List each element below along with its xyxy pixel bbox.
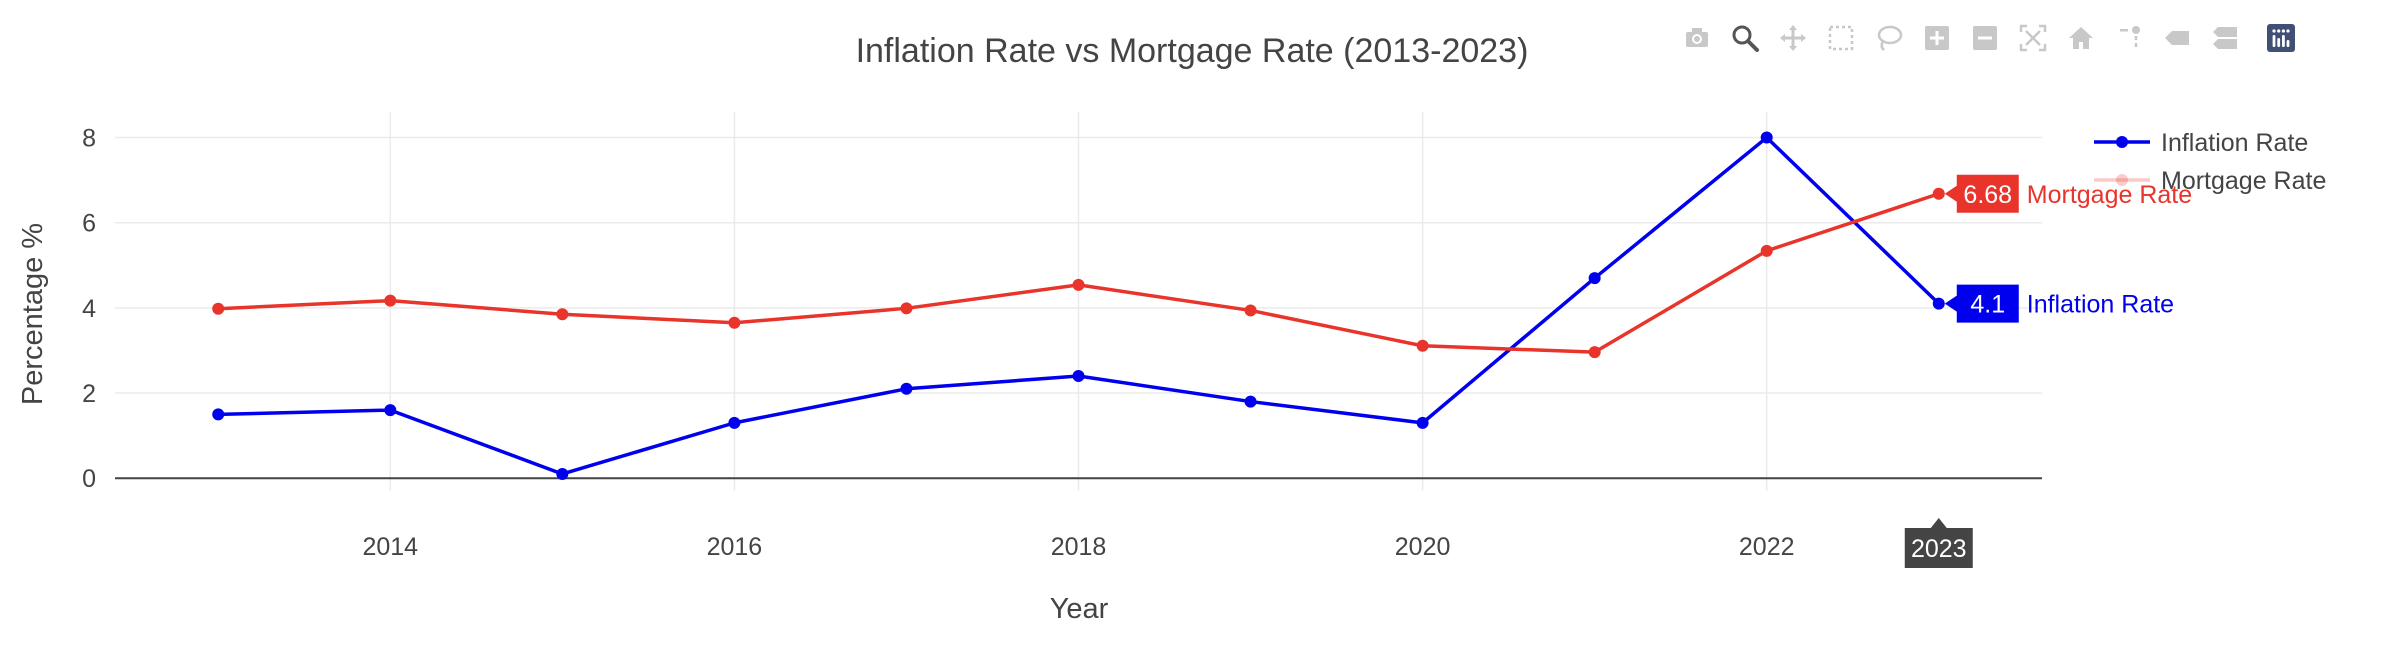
legend-marker: [2116, 174, 2128, 186]
autoscale-icon[interactable]: [2016, 21, 2050, 55]
y-axis-label: Percentage %: [17, 223, 49, 405]
zoom-icon[interactable]: [1728, 21, 1762, 55]
hover-label-box: [1944, 174, 2019, 213]
plotly-logo-icon[interactable]: [2264, 21, 2298, 55]
hover-labels: 6.68 Mortgage Rate 4.1 Inflation Rate 2023: [1904, 174, 2192, 568]
legend-item-0[interactable]: Inflation Rate: [2094, 129, 2308, 157]
hover-x-label-box: [1904, 518, 1973, 568]
y-tick-label: 8: [82, 125, 96, 153]
data-point[interactable]: [900, 382, 913, 395]
data-point[interactable]: [1760, 131, 1773, 144]
data-point[interactable]: [1072, 278, 1085, 291]
hover-series-name: Mortgage Rate: [2027, 181, 2192, 209]
x-tick-label: 2022: [1739, 533, 1795, 561]
data-point[interactable]: [1416, 339, 1429, 352]
legend-item-1[interactable]: Mortgage Rate: [2094, 167, 2326, 195]
hover-value: 6.68: [1963, 181, 2012, 209]
x-tick-label: 2016: [707, 533, 763, 561]
hover-closest-icon[interactable]: [2160, 21, 2194, 55]
series-layer[interactable]: [212, 131, 1945, 480]
data-point[interactable]: [1072, 370, 1085, 383]
y-tick-label: 6: [82, 210, 96, 238]
data-point[interactable]: [1932, 187, 1945, 200]
legend-marker: [2116, 136, 2128, 148]
data-point[interactable]: [1244, 304, 1257, 317]
data-point[interactable]: [384, 404, 397, 417]
spike-lines-icon[interactable]: [2112, 21, 2146, 55]
legend-label: Mortgage Rate: [2161, 167, 2326, 195]
data-point[interactable]: [1932, 297, 1945, 310]
hover-series-name: Inflation Rate: [2027, 291, 2174, 319]
zoom-in-icon[interactable]: [1920, 21, 1954, 55]
data-point[interactable]: [556, 467, 569, 480]
x-tick-label: 2018: [1051, 533, 1107, 561]
x-axis-label: Year: [1050, 593, 1109, 625]
data-point[interactable]: [1760, 244, 1773, 257]
legend-label: Inflation Rate: [2161, 129, 2308, 157]
x-tick-label: 2020: [1395, 533, 1451, 561]
lasso-select-icon[interactable]: [1872, 21, 1906, 55]
data-point[interactable]: [728, 316, 741, 329]
grid-lines: [115, 112, 2042, 491]
data-point[interactable]: [1588, 272, 1601, 285]
box-select-icon[interactable]: [1824, 21, 1858, 55]
y-tick-label: 4: [82, 295, 96, 323]
legend[interactable]: Inflation Rate Mortgage Rate: [2094, 129, 2326, 195]
y-tick-label: 0: [82, 465, 96, 493]
data-point[interactable]: [384, 294, 397, 307]
data-point[interactable]: [1416, 416, 1429, 429]
data-point[interactable]: [1244, 395, 1257, 408]
hover-compare-icon[interactable]: [2208, 21, 2242, 55]
hover-label-box: [1944, 284, 2019, 323]
modebar: [1680, 18, 2312, 58]
data-point[interactable]: [212, 302, 225, 315]
chart-title: Inflation Rate vs Mortgage Rate (2013-20…: [856, 32, 1529, 70]
x-tick-label: 2014: [362, 533, 418, 561]
hover-x-value: 2023: [1911, 535, 1967, 563]
data-point[interactable]: [900, 302, 913, 315]
hover-value: 4.1: [1970, 291, 2005, 319]
axes: 2014 2016 2018 2020 2022 0 2 4 6 8: [82, 125, 2042, 561]
data-point[interactable]: [556, 308, 569, 321]
data-point[interactable]: [728, 416, 741, 429]
camera-icon[interactable]: [1680, 21, 1714, 55]
y-tick-label: 2: [82, 380, 96, 408]
pan-icon[interactable]: [1776, 21, 1810, 55]
zoom-out-icon[interactable]: [1968, 21, 2002, 55]
data-point[interactable]: [212, 408, 225, 421]
reset-axes-icon[interactable]: [2064, 21, 2098, 55]
data-point[interactable]: [1588, 346, 1601, 359]
